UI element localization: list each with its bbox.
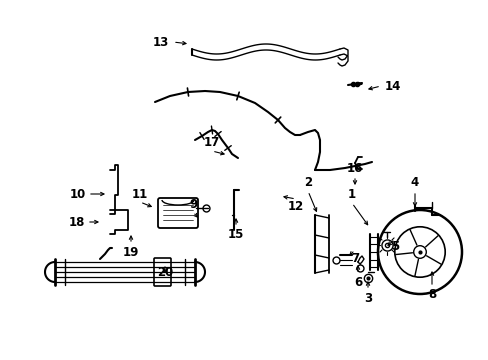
Text: 18: 18: [69, 216, 85, 229]
Text: 9: 9: [188, 198, 197, 211]
Text: 4: 4: [410, 176, 418, 189]
Text: 14: 14: [384, 80, 400, 93]
Text: 10: 10: [70, 188, 86, 201]
Text: 15: 15: [227, 229, 244, 242]
Text: 8: 8: [427, 288, 435, 302]
Text: 11: 11: [132, 188, 148, 201]
Text: 13: 13: [153, 36, 169, 49]
FancyBboxPatch shape: [158, 198, 198, 228]
Text: 17: 17: [203, 136, 220, 149]
Text: 12: 12: [287, 201, 304, 213]
Text: 3: 3: [363, 292, 371, 305]
Text: 6: 6: [353, 275, 362, 288]
Text: 1: 1: [347, 189, 355, 202]
Text: 5: 5: [390, 240, 398, 253]
Text: 16: 16: [346, 162, 363, 175]
Text: 2: 2: [304, 176, 311, 189]
Text: 19: 19: [122, 246, 139, 258]
Text: 20: 20: [157, 266, 173, 279]
Text: 7: 7: [350, 252, 358, 265]
